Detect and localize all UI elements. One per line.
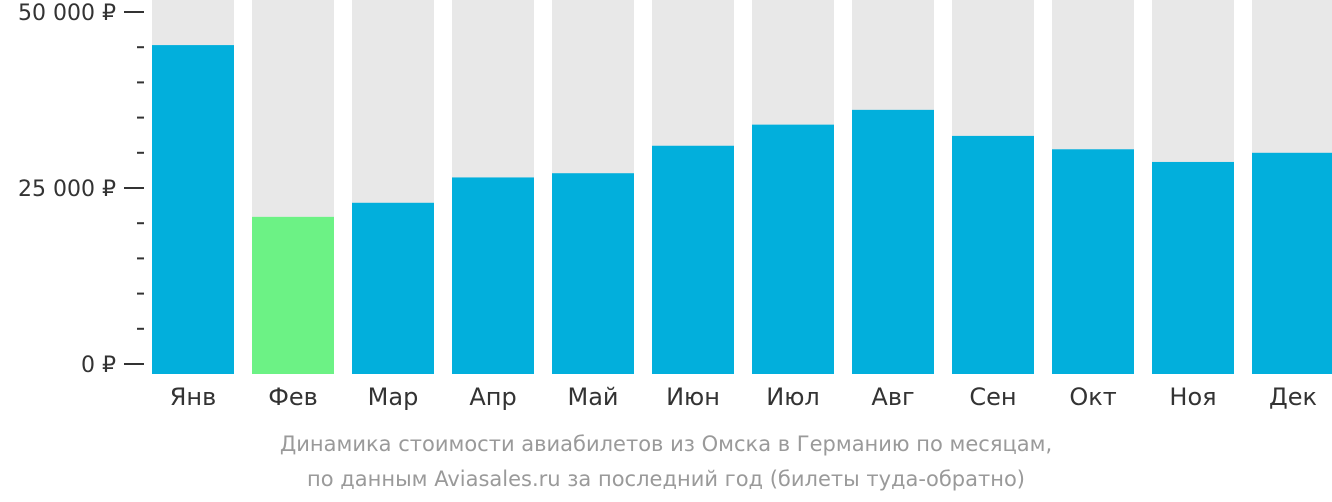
bar-1: [152, 45, 234, 374]
x-tick-label-7: Июл: [766, 383, 820, 411]
y-tick-label-1: 0 ₽: [81, 353, 116, 378]
x-tick-label-2: Фев: [268, 383, 318, 411]
x-tick-label-1: Янв: [170, 383, 217, 411]
bar-12: [1252, 152, 1332, 374]
x-tick-label-12: Дек: [1269, 383, 1317, 411]
chart-caption-line-2: по данным Aviasales.ru за последний год …: [307, 467, 1025, 491]
x-tick-label-10: Окт: [1069, 383, 1116, 411]
bar-10: [1052, 149, 1134, 374]
x-tick-label-6: Июн: [666, 383, 720, 411]
bar-11: [1152, 161, 1234, 374]
x-tick-label-9: Сен: [969, 383, 1016, 411]
bar-8: [852, 109, 934, 374]
bar-4: [452, 177, 534, 374]
chart-caption-line-1: Динамика стоимости авиабилетов из Омска …: [279, 432, 1053, 456]
x-tick-label-5: Май: [567, 383, 618, 411]
x-tick-label-4: Апр: [469, 383, 516, 411]
bar-9: [952, 135, 1034, 374]
x-axis-labels: Янв Фев Мар Апр Май Июн Июл Авг Сен Окт Ноя Дек: [170, 383, 1317, 411]
data-bars: [152, 45, 1332, 374]
y-tick-label-3: 50 000 ₽: [18, 1, 116, 26]
bar-5: [552, 173, 634, 374]
y-tick-label-2: 25 000 ₽: [18, 177, 116, 202]
x-tick-label-11: Ноя: [1169, 383, 1216, 411]
bar-chart-svg: 0 ₽ 25 000 ₽ 50 000 ₽ Янв Фев Мар Апр Май Июн Июл…: [18, 0, 1332, 411]
bar-7: [752, 124, 834, 374]
x-tick-label-8: Авг: [871, 383, 914, 411]
x-tick-label-3: Мар: [368, 383, 419, 411]
y-axis: 0 ₽ 25 000 ₽ 50 000 ₽: [18, 1, 144, 378]
bar-2: [252, 216, 334, 374]
bar-3: [352, 202, 434, 374]
bar-6: [652, 145, 734, 374]
